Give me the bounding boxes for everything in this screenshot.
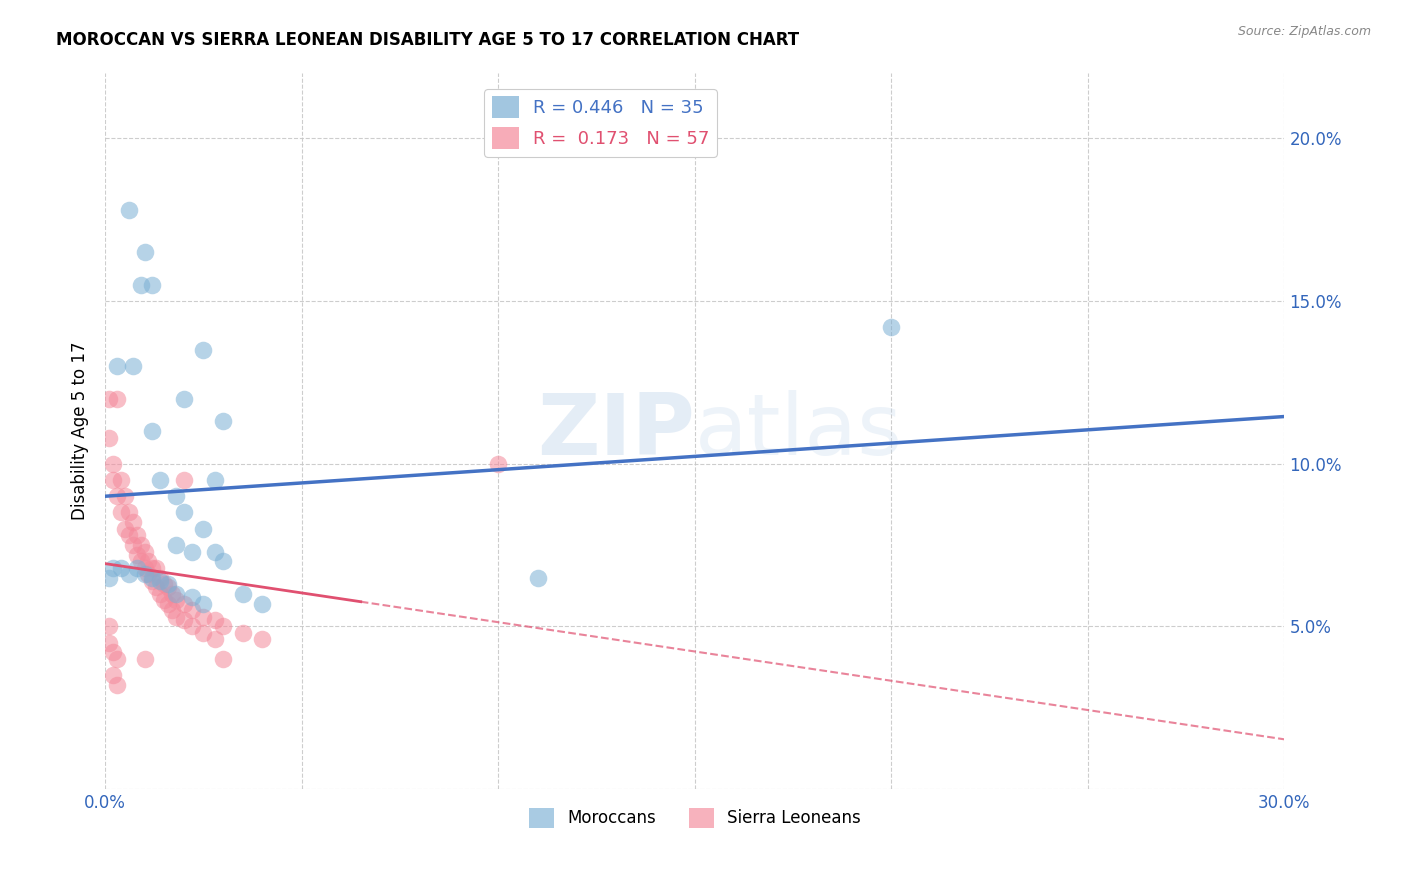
Point: [105, 489, 128, 503]
Point: [110, 561, 132, 575]
Point: [118, 567, 141, 582]
Point: [101, 473, 124, 487]
Point: [149, 571, 172, 585]
Point: [180, 619, 202, 633]
Point: [101, 668, 124, 682]
Point: [105, 359, 128, 373]
Point: [145, 580, 167, 594]
Point: [173, 473, 195, 487]
Point: [118, 506, 141, 520]
Point: [149, 473, 172, 487]
Point: [157, 577, 180, 591]
Point: [212, 619, 235, 633]
Point: [125, 528, 148, 542]
Point: [129, 277, 152, 292]
Text: ZIP: ZIP: [537, 390, 695, 473]
Point: [153, 593, 176, 607]
Point: [118, 202, 141, 217]
Point: [138, 554, 160, 568]
Point: [160, 587, 183, 601]
Point: [134, 567, 156, 582]
Point: [232, 587, 254, 601]
Point: [157, 580, 180, 594]
Point: [121, 515, 143, 529]
Point: [165, 489, 187, 503]
Point: [204, 632, 226, 647]
Point: [180, 603, 202, 617]
Point: [193, 343, 215, 357]
Point: [252, 632, 274, 647]
Point: [98, 571, 121, 585]
Point: [165, 609, 187, 624]
Point: [105, 392, 128, 406]
Point: [118, 528, 141, 542]
Point: [212, 652, 235, 666]
Point: [165, 538, 187, 552]
Point: [98, 619, 121, 633]
Legend: Moroccans, Sierra Leoneans: Moroccans, Sierra Leoneans: [522, 801, 868, 835]
Point: [212, 554, 235, 568]
Point: [134, 544, 156, 558]
Point: [125, 548, 148, 562]
Point: [160, 603, 183, 617]
Point: [134, 652, 156, 666]
Y-axis label: Disability Age 5 to 17: Disability Age 5 to 17: [72, 342, 89, 520]
Point: [153, 577, 176, 591]
Point: [125, 561, 148, 575]
Point: [145, 561, 167, 575]
Point: [232, 626, 254, 640]
Point: [204, 544, 226, 558]
Text: MOROCCAN VS SIERRA LEONEAN DISABILITY AGE 5 TO 17 CORRELATION CHART: MOROCCAN VS SIERRA LEONEAN DISABILITY AG…: [56, 31, 800, 49]
Point: [486, 457, 509, 471]
Point: [114, 522, 136, 536]
Point: [129, 538, 152, 552]
Point: [121, 538, 143, 552]
Point: [141, 561, 163, 575]
Point: [193, 626, 215, 640]
Point: [141, 571, 163, 585]
Point: [173, 506, 195, 520]
Point: [149, 574, 172, 588]
Point: [98, 392, 121, 406]
Point: [98, 431, 121, 445]
Point: [252, 597, 274, 611]
Text: Source: ZipAtlas.com: Source: ZipAtlas.com: [1237, 25, 1371, 38]
Point: [212, 414, 235, 428]
Point: [114, 489, 136, 503]
Point: [110, 506, 132, 520]
Point: [880, 320, 903, 334]
Point: [138, 567, 160, 582]
Point: [134, 561, 156, 575]
Point: [129, 554, 152, 568]
Point: [141, 277, 163, 292]
Point: [134, 245, 156, 260]
Point: [173, 392, 195, 406]
Point: [180, 590, 202, 604]
Point: [193, 597, 215, 611]
Point: [101, 645, 124, 659]
Point: [165, 587, 187, 601]
Point: [101, 457, 124, 471]
Point: [157, 597, 180, 611]
Point: [193, 522, 215, 536]
Point: [173, 597, 195, 611]
Point: [180, 544, 202, 558]
Point: [165, 593, 187, 607]
Point: [141, 574, 163, 588]
Point: [110, 473, 132, 487]
Point: [101, 561, 124, 575]
Point: [121, 359, 143, 373]
Point: [98, 636, 121, 650]
Point: [526, 571, 548, 585]
Point: [105, 678, 128, 692]
Point: [204, 613, 226, 627]
Text: atlas: atlas: [695, 390, 903, 473]
Point: [204, 473, 226, 487]
Point: [105, 652, 128, 666]
Point: [173, 613, 195, 627]
Point: [149, 587, 172, 601]
Point: [141, 424, 163, 438]
Point: [193, 609, 215, 624]
